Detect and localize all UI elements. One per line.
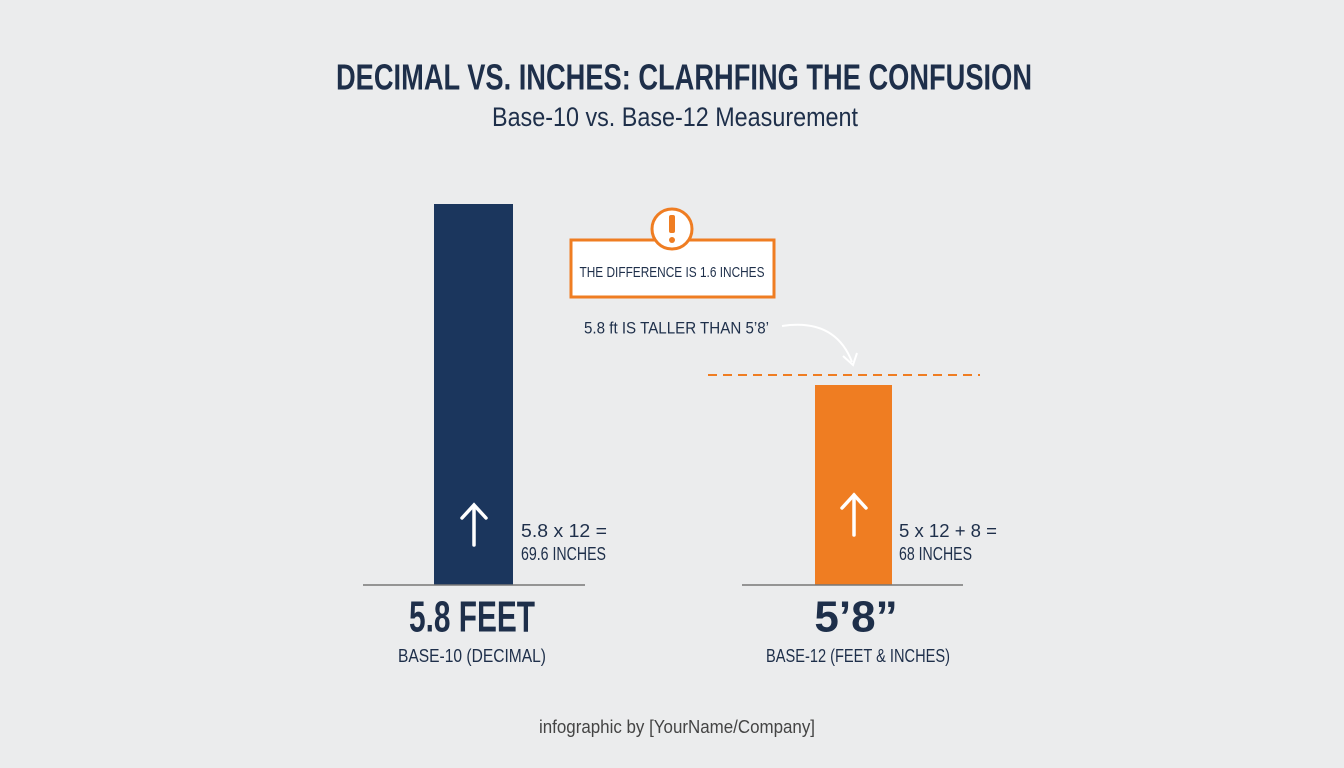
footer-credit: infographic by [YourName/Company]	[539, 717, 815, 737]
pointer-arrowhead	[842, 352, 858, 367]
result: 68 INCHES	[899, 544, 972, 564]
callout-box	[569, 238, 776, 299]
value-label: 5’8”	[814, 593, 897, 642]
value-label: 5.8 FEET	[409, 593, 535, 642]
result: 69.6 INCHES	[521, 544, 606, 564]
callout-note: 5.8 ft IS TALLER THAN 5’8’	[584, 318, 769, 337]
caption: BASE-12 (FEET & INCHES)	[766, 646, 950, 666]
callout-text: THE DIFFERENCE IS 1.6 INCHES	[580, 264, 765, 281]
subtitle: Base-10 vs. Base-12 Measurement	[492, 102, 858, 132]
up-arrow	[840, 492, 868, 537]
alert-dot	[669, 237, 675, 243]
base12-bar	[815, 385, 892, 585]
alert-mark	[669, 215, 675, 233]
formula: 5 x 12 + 8 =	[899, 521, 997, 541]
caption: BASE-10 (DECIMAL)	[398, 646, 546, 666]
pointer-arrow	[781, 323, 853, 363]
title: DECIMAL VS. INCHES: CLARHFING THE CONFUS…	[336, 57, 1032, 98]
up-arrow	[460, 502, 488, 547]
formula: 5.8 x 12 =	[521, 521, 607, 541]
